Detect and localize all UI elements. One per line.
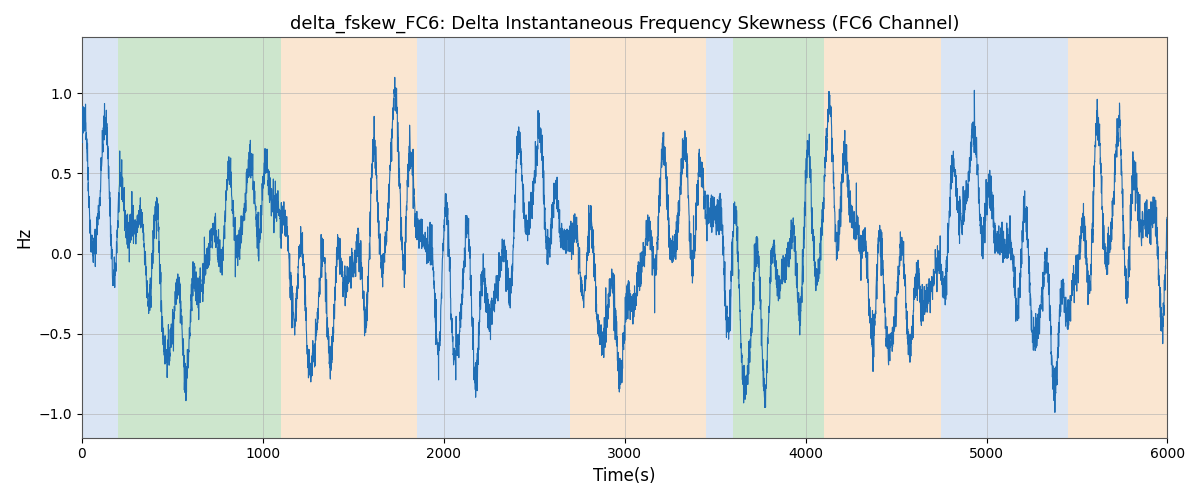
Bar — [82, 38, 118, 438]
Y-axis label: Hz: Hz — [14, 227, 32, 248]
Title: delta_fskew_FC6: Delta Instantaneous Frequency Skewness (FC6 Channel): delta_fskew_FC6: Delta Instantaneous Fre… — [290, 15, 960, 34]
Bar — [281, 38, 416, 438]
Bar — [416, 38, 570, 438]
X-axis label: Time(s): Time(s) — [594, 467, 656, 485]
Bar — [941, 38, 1068, 438]
Bar — [733, 38, 823, 438]
Bar — [570, 38, 706, 438]
Bar — [823, 38, 941, 438]
Bar — [1068, 38, 1168, 438]
Bar — [706, 38, 733, 438]
Bar — [118, 38, 281, 438]
